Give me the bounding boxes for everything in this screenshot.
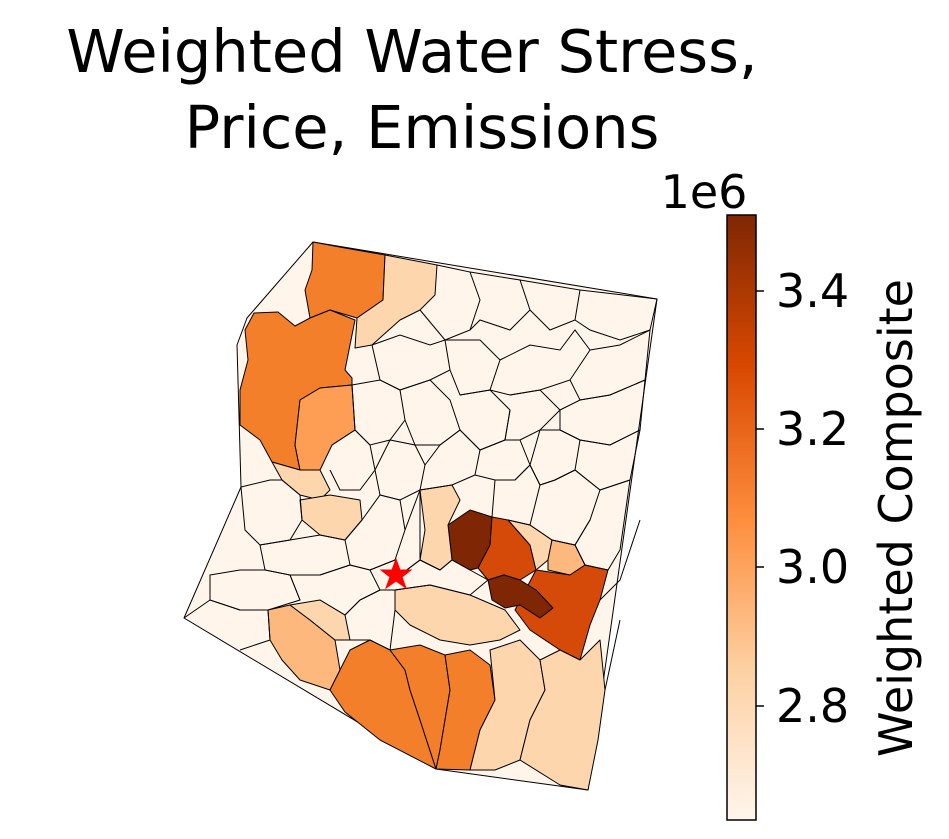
basin-gila-dark bbox=[487, 574, 554, 619]
colorbar: 1e6 2.8 3.0 3.2 3.4 Weighted Composite bbox=[661, 165, 923, 821]
colorbar-label: Weighted Composite bbox=[869, 279, 923, 757]
colorbar-exponent: 1e6 bbox=[661, 165, 748, 219]
basin-light-north bbox=[354, 254, 438, 349]
map-title-line-2: Price, Emissions bbox=[185, 93, 660, 162]
colorbar-tick-label: 3.0 bbox=[776, 540, 849, 594]
basin-gila-lower bbox=[514, 564, 609, 661]
map-title-line-1: Weighted Water Stress, bbox=[66, 17, 757, 86]
basin-light-southeast-2 bbox=[519, 639, 606, 791]
location-star-marker bbox=[379, 557, 413, 590]
colorbar-tick-label: 3.2 bbox=[776, 402, 849, 456]
colorbar-tick-label: 2.8 bbox=[776, 679, 849, 733]
basin-northwest-arizona-strip bbox=[304, 241, 386, 319]
colorbar-gradient bbox=[726, 214, 757, 821]
colorbar-tick-label: 3.4 bbox=[776, 264, 849, 318]
basin-boundaries bbox=[183, 264, 658, 691]
state-map bbox=[183, 241, 658, 791]
